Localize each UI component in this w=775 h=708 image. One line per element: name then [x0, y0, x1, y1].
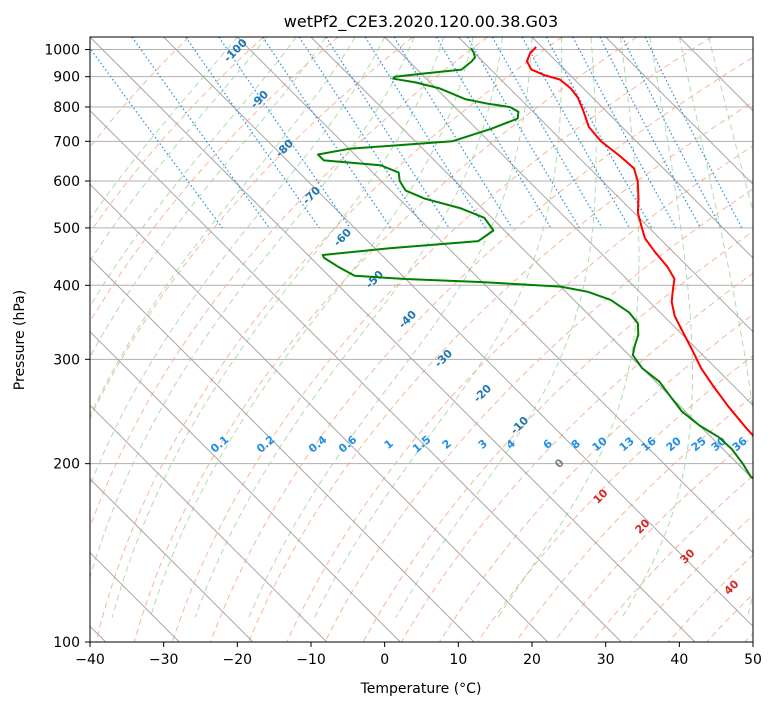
dry-adiabat — [629, 514, 753, 642]
dry-adiabat — [210, 56, 753, 642]
isotherm — [163, 37, 753, 628]
moist-adiabat — [90, 37, 327, 358]
moist-adiabat — [90, 37, 386, 487]
y-tick-label: 600 — [53, 174, 80, 190]
dry-adiabat — [400, 272, 753, 642]
isotherm — [236, 37, 753, 554]
y-tick-label: 900 — [53, 70, 80, 86]
mixing-ratio-line — [644, 37, 743, 229]
isotherm — [90, 109, 622, 642]
dry-adiabat — [591, 475, 753, 642]
mixing-ratio-line — [218, 37, 351, 229]
moist-adiabat — [708, 37, 753, 214]
dry-adiabat — [95, 37, 563, 642]
mixing-ratio-line — [298, 37, 425, 229]
dry-adiabat — [171, 37, 712, 642]
moist-adiabat — [395, 37, 597, 618]
dry-adiabat — [515, 395, 753, 642]
x-tick-label: 40 — [670, 652, 688, 668]
plot-area — [90, 37, 753, 642]
moist-adiabat — [678, 37, 753, 618]
y-tick-label: 500 — [53, 221, 80, 237]
moist-adiabat — [111, 37, 445, 618]
dry-adiabat — [324, 188, 753, 642]
moist-adiabat — [90, 37, 238, 220]
dry-adiabat — [477, 354, 753, 642]
isotherm — [310, 37, 753, 480]
isotherm — [90, 257, 475, 642]
mixing-ratio-line — [185, 37, 320, 229]
x-tick-label: −20 — [223, 652, 253, 668]
moist-adiabat — [90, 37, 268, 262]
x-axis-label: Temperature (°C) — [360, 681, 482, 697]
dry-adiabat — [133, 37, 638, 642]
dewpoint-profile — [317, 47, 753, 480]
moist-adiabat — [149, 37, 474, 618]
y-axis-label: Pressure (hPa) — [12, 290, 28, 390]
y-tick-label: 400 — [53, 278, 80, 294]
x-tick-label: 0 — [380, 652, 389, 668]
isotherm — [605, 37, 753, 186]
y-tick-label: 800 — [53, 100, 80, 116]
dry-adiabat — [90, 37, 414, 420]
mixing-ratio-line — [521, 37, 631, 229]
plot-frame — [89, 36, 754, 643]
mixing-ratio-line — [131, 37, 270, 229]
moist-adiabat — [194, 37, 503, 618]
moist-adiabat — [314, 37, 563, 618]
mixing-ratio-line — [572, 37, 677, 229]
mixing-ratio-line — [393, 37, 513, 229]
dry-adiabat — [90, 37, 264, 234]
mixing-ratio-line — [262, 37, 392, 229]
isotherm — [90, 183, 549, 642]
x-tick-label: −10 — [296, 652, 326, 668]
isotherm — [90, 37, 696, 642]
y-tick-label: 100 — [53, 635, 80, 651]
moist-adiabat — [621, 37, 693, 618]
x-tick-label: −30 — [149, 652, 179, 668]
y-tick-label: 200 — [53, 457, 80, 473]
profiles — [317, 46, 753, 480]
isotherm — [90, 404, 328, 642]
chart-title: wetPf2_C2E3.2020.120.00.38.G03 — [284, 12, 558, 32]
x-tick-label: 20 — [523, 652, 541, 668]
x-axis-ticks: −40 −30 −20 −10 0 10 20 30 40 50 — [75, 642, 762, 668]
moist-adiabat — [497, 37, 640, 618]
x-tick-label: 30 — [597, 652, 615, 668]
moist-adiabat — [90, 37, 297, 308]
dry-adiabat — [248, 101, 753, 642]
isotherm — [90, 330, 401, 642]
y-tick-label: 1000 — [44, 43, 80, 59]
x-tick-label: 50 — [744, 652, 762, 668]
moist-adiabat — [248, 37, 533, 618]
x-tick-label: 10 — [449, 652, 467, 668]
mixing-ratio-line — [90, 47, 223, 229]
y-tick-label: 700 — [53, 134, 80, 150]
mixing-ratio-line — [545, 37, 653, 229]
isotherm — [457, 37, 753, 333]
temperature-profile — [525, 46, 753, 437]
x-tick-label: −40 — [75, 652, 105, 668]
isotherm — [90, 478, 254, 642]
y-axis-ticks: 100 200 300 400 500 600 700 800 900 1000 — [44, 43, 90, 651]
moist-adiabat — [90, 37, 356, 417]
y-tick-label: 300 — [53, 352, 80, 368]
mixing-ratio-line — [325, 37, 450, 229]
isotherm — [531, 37, 753, 259]
